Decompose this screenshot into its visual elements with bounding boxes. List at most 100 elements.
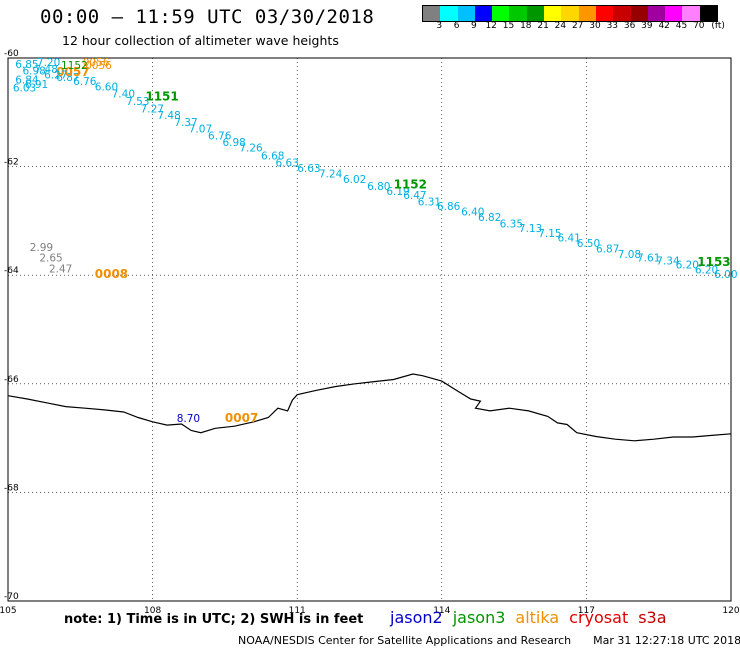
swh-value-label: 6.31 [418,197,441,209]
overlap-value-label: 7.20 [37,57,60,69]
map-frame [7,57,732,602]
swh-value-label: 6.60 [95,82,118,94]
swh-value-label: 2.99 [30,242,53,254]
antarctic-coastline [7,373,732,442]
units-note: note: 1) Time is in UTC; 2) SWH is in fe… [64,612,364,627]
lon-tick-label: 117 [578,606,595,616]
swh-value-label: 6.76 [208,130,232,142]
colorbar-swatch [509,6,527,21]
colorbar-swatch [526,6,545,21]
colorbar-label: 15 [502,21,515,31]
colorbar-swatch [682,6,700,21]
satellite-legend: jason2 jason3 altika cryosat s3a [390,608,677,627]
generated-timestamp: Mar 31 12:27:18 UTC 2018 [593,634,740,647]
swh-value-label: 7.40 [112,89,135,101]
colorbar-label: 18 [520,21,532,31]
pass-time-label: 1151 [145,89,178,103]
colorbar-label: 36 [623,21,636,31]
colorbar-label: (ft) [711,21,725,31]
colorbar-swatch [474,6,493,21]
satellite-legend-s3a: s3a [638,608,667,627]
swh-value-label: 6.86 [437,201,461,213]
swh-value-label: 6.20 [676,260,699,272]
swh-value-label: 6.47 [403,190,426,202]
satellite-legend-cryosat: cryosat [569,608,629,627]
colorbar-label: 6 [453,21,460,31]
swh-value-label: 6.19 [386,186,409,198]
colorbar-swatch [457,6,475,21]
lon-tick-label: 105 [0,606,17,616]
swh-value-label: 6.82 [478,212,501,224]
lat-tick-label: -62 [4,158,19,168]
overlap-value-label: 7.48 [35,64,58,76]
pass-time-label: 1153 [697,255,730,269]
swh-value-label: 6.85 [15,59,38,71]
lon-tick-label: 108 [144,606,161,616]
pass-time-label: 1152 [394,177,427,191]
credit-text: NOAA/NESDIS Center for Satellite Applica… [238,634,572,647]
swh-value-label: 6.03 [13,83,36,95]
colorbar-swatch [423,6,441,21]
colorbar-label: 12 [485,21,497,31]
colorbar-label: 30 [589,21,601,31]
swh-value-label: 6.87 [56,72,79,84]
colorbar-swatch [699,6,718,21]
lat-tick-label: -60 [4,49,19,59]
colorbar-label: 42 [658,21,670,31]
swh-value-label: 0056 [85,60,112,72]
colorbar-label: 39 [641,21,653,31]
swh-value-label: 7.07 [189,123,212,135]
colorbar-label: 27 [571,21,584,31]
colorbar-swatch [630,6,648,21]
swh-value-label: 2.65 [39,253,62,265]
swh-value-label: 7.48 [157,110,180,122]
colorbar-label: 24 [554,21,567,31]
swh-value-label: 7.53 [126,96,149,108]
swh-value-label: 7.27 [141,103,164,115]
colorbar-swatch [578,6,596,21]
colorbar-swatch [561,6,579,21]
colorbar-swatch [544,6,562,21]
swh-value-label: 0056 [83,57,110,69]
swh-value-label: 6.20 [695,265,718,277]
swh-value-label: 7.61 [637,253,660,265]
colorbar-swatch [665,6,683,21]
swh-value-label: 6.98 [222,137,245,149]
swh-value-label: 7.13 [519,223,542,235]
overlap-value-label: 6.91 [25,79,48,91]
swh-value-label: 6.41 [557,233,580,245]
swh-value-label: 6.63 [297,163,320,175]
swh-value-label: 6.87 [596,243,619,255]
swh-value-label: 8.70 [177,413,200,425]
swh-value-label: 6.00 [714,269,737,281]
lat-tick-label: -70 [4,592,19,602]
colorbar-label: 70 [693,21,705,31]
lat-tick-label: -64 [4,266,19,276]
credit-line: NOAA/NESDIS Center for Satellite Applica… [238,634,740,647]
map-title: 00:00 – 11:59 UTC 03/30/2018 [40,6,375,28]
colorbar-swatch [595,6,614,21]
colorbar-swatch [647,6,666,21]
swh-value-label: 7.24 [319,168,343,180]
overlap-value-label: 6.27 [44,70,67,82]
lat-tick-label: -68 [4,483,19,493]
colorbar-swatch [613,6,631,21]
lon-tick-label: 120 [722,606,739,616]
colorbar-swatch [492,6,510,21]
satellite-legend-altika: altika [515,608,560,627]
colorbar-swatch [440,6,458,21]
swh-value-label: 2.47 [49,263,72,275]
satellite-legend-jason3: jason3 [452,608,506,627]
swh-value-label: 6.35 [500,218,523,230]
satellite-legend-jason2: jason2 [390,608,443,627]
swh-value-label: 7.15 [538,228,561,240]
swh-value-label: 7.26 [239,142,263,154]
swh-value-label: 7.37 [174,117,197,129]
lon-tick-label: 111 [289,606,306,616]
wave-height-colorbar [422,5,719,22]
colorbar-label: 45 [675,21,688,31]
pass-time-label: 0007 [225,411,258,425]
map-subtitle: 12 hour collection of altimeter wave hei… [62,33,339,48]
swh-value-label: 7.34 [656,255,680,267]
